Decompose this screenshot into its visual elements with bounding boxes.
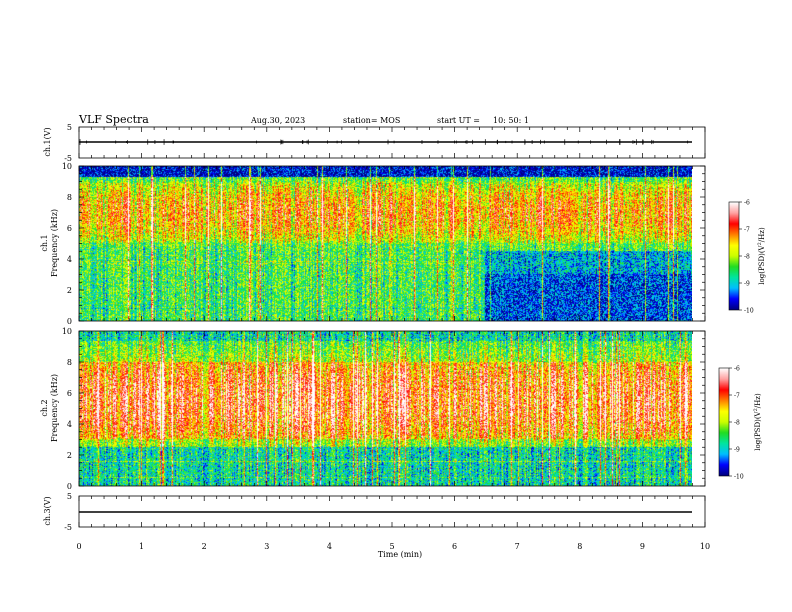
ch2-colorbar-ticks: -6 -7 -8 -9 -10 (729, 366, 744, 481)
x-axis-tick-labels: 0 1 2 3 4 5 6 7 8 9 10 (76, 542, 710, 551)
colorbar-tick-label: -7 (734, 393, 740, 400)
frequency-tick-label: 10 (62, 327, 72, 336)
ch1-frequency-tick-labels: 0 2 4 6 8 10 (62, 162, 72, 326)
x-tick-label: 1 (139, 542, 144, 551)
start-ut-label: start UT = (437, 116, 480, 125)
ch1-spectrogram-image (79, 166, 692, 321)
ch2-spectrogram-image (79, 331, 692, 486)
figure-title: VLF Spectra (78, 113, 149, 126)
colorbar-tick-label: -6 (734, 366, 740, 373)
ch2-colorbar-label: log(PSD)(V2/Hz) (753, 393, 762, 451)
ch1-spectrogram-ticks (78, 165, 706, 322)
ch3-voltage-ytick-top: 5 (67, 492, 72, 501)
ch1-voltage-spikes (79, 139, 689, 145)
x-tick-label: 0 (76, 542, 81, 551)
x-tick-label: 5 (389, 542, 394, 551)
frequency-tick-label: 6 (67, 389, 72, 398)
x-tick-label: 2 (202, 542, 207, 551)
ch2-spectrogram-ticks (78, 330, 706, 487)
frequency-tick-label: 4 (67, 255, 72, 264)
colorbar-tick-label: -8 (734, 420, 740, 427)
colorbar-tick-label: -10 (734, 474, 744, 481)
ch1-voltage-ticks (78, 127, 706, 158)
ch1-voltage-ylabel: ch.1(V) (43, 127, 52, 156)
frequency-tick-label: 8 (67, 193, 72, 202)
x-tick-label: 8 (577, 542, 582, 551)
ch1-channel-label: ch.1 (40, 234, 49, 251)
station-label: station= MOS (343, 116, 400, 125)
ch3-voltage-ytick-bottom: -5 (64, 523, 72, 532)
ch1-voltage-panel: 5 -5 ch.1(V) (43, 123, 706, 163)
ch1-frequency-axis-label: Frequency (kHz) (50, 209, 59, 277)
colorbar-tick-label: -7 (744, 227, 750, 234)
frequency-tick-label: 2 (67, 286, 72, 295)
colorbar-tick-label: -8 (744, 254, 750, 261)
ch2-channel-label: ch.2 (40, 399, 49, 416)
frequency-tick-label: 8 (67, 358, 72, 367)
start-ut-value: 10: 50: 1 (493, 116, 529, 125)
x-tick-label: 7 (515, 542, 520, 551)
x-tick-label: 3 (264, 542, 269, 551)
frequency-tick-label: 6 (67, 224, 72, 233)
ch1-colorbar-label: log(PSD)(V2/Hz) (757, 227, 766, 285)
ch3-voltage-ticks (78, 496, 706, 527)
x-tick-label: 4 (327, 542, 332, 551)
frequency-tick-label: 4 (67, 420, 72, 429)
frequency-tick-label: 2 (67, 451, 72, 460)
colorbar-tick-label: -9 (734, 447, 740, 454)
ch1-colorbar-gradient (729, 202, 739, 310)
ch2-frequency-axis-label: Frequency (kHz) (50, 374, 59, 442)
ch1-colorbar-ticks: -6 -7 -8 -9 -10 (739, 200, 754, 315)
ch1-colorbar: -6 -7 -8 -9 -10 log(PSD)(V2/Hz) (728, 200, 766, 315)
x-tick-label: 10 (700, 542, 710, 551)
ch2-frequency-tick-labels: 0 2 4 6 8 10 (62, 327, 72, 491)
colorbar-tick-label: -9 (744, 281, 750, 288)
x-tick-label: 9 (640, 542, 645, 551)
date-label: Aug.30, 2023 (250, 116, 305, 125)
ch2-colorbar: -6 -7 -8 -9 -10 log(PSD)(V2/Hz) (718, 366, 762, 481)
ch3-voltage-panel: 5 -5 ch.3(V) (43, 492, 706, 532)
x-axis-label: Time (min) (378, 550, 422, 559)
ch1-voltage-ytick-bottom: -5 (64, 154, 72, 163)
ch2-spectrogram-panel: 0 2 4 6 8 10 ch.2 Frequency (kHz) (40, 327, 706, 491)
ch1-spectrogram-panel: 0 2 4 6 8 10 ch.1 Frequency (kHz) (40, 162, 706, 326)
colorbar-tick-label: -6 (744, 200, 750, 207)
frequency-tick-label: 0 (67, 482, 72, 491)
ch1-voltage-ytick-top: 5 (67, 123, 72, 132)
frequency-tick-label: 10 (62, 162, 72, 171)
colorbar-tick-label: -10 (744, 308, 754, 315)
frequency-tick-label: 0 (67, 317, 72, 326)
ch2-colorbar-gradient (719, 368, 729, 476)
x-tick-label: 6 (452, 542, 457, 551)
ch3-voltage-ylabel: ch.3(V) (43, 496, 52, 525)
